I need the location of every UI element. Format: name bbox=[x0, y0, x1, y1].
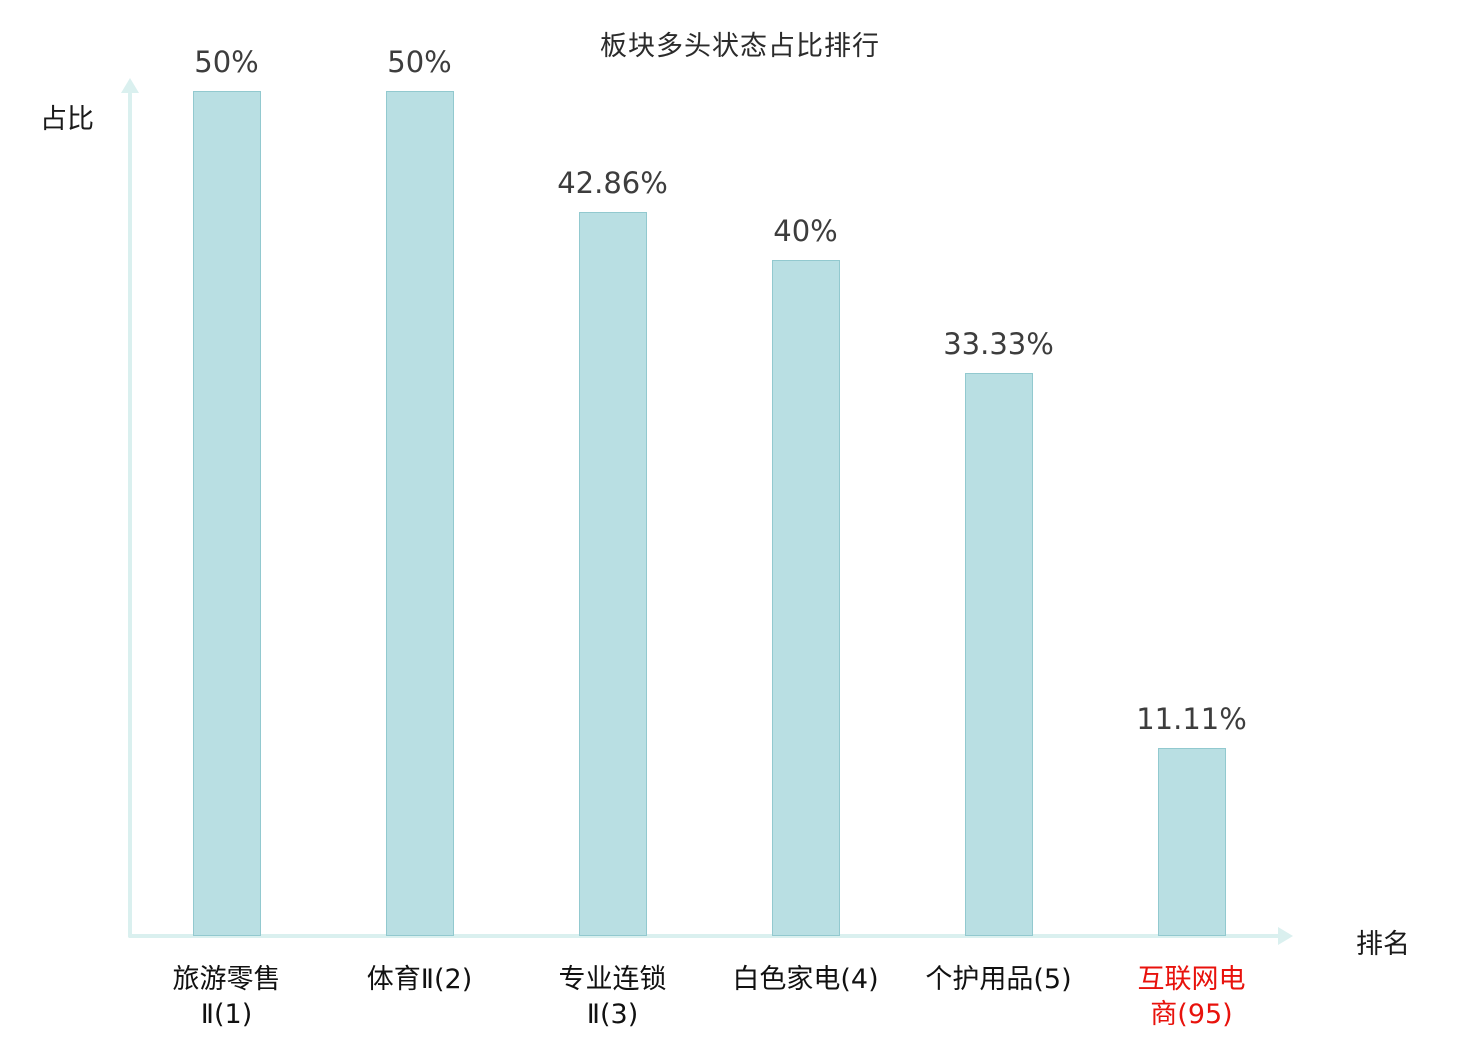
y-axis-line bbox=[128, 92, 132, 938]
bar bbox=[964, 373, 1033, 936]
bar bbox=[1157, 748, 1226, 936]
y-axis-arrow-icon bbox=[121, 78, 139, 93]
bar-value-label: 11.11% bbox=[1136, 702, 1247, 736]
bar-category-label: 体育Ⅱ(2) bbox=[366, 964, 473, 995]
bar-category-label: 互联网电 商(95) bbox=[1137, 964, 1246, 1030]
bar bbox=[192, 91, 261, 936]
bar-category-label: 旅游零售 Ⅱ(1) bbox=[172, 964, 281, 1030]
x-axis-line bbox=[128, 934, 1280, 938]
bar-category-label: 专业连锁 Ⅱ(3) bbox=[558, 964, 667, 1030]
x-axis-label: 排名 bbox=[1356, 929, 1410, 960]
bar-value-label: 33.33% bbox=[943, 327, 1054, 361]
y-axis-label: 占比 bbox=[40, 104, 94, 135]
bar-category-label: 白色家电(4) bbox=[732, 964, 879, 995]
bar-value-label: 42.86% bbox=[557, 166, 668, 200]
bar bbox=[771, 260, 840, 936]
bar-value-label: 50% bbox=[387, 45, 452, 79]
bar-category-label: 个护用品(5) bbox=[925, 964, 1072, 995]
bar bbox=[385, 91, 454, 936]
bar-value-label: 40% bbox=[773, 214, 838, 248]
x-axis-arrow-icon bbox=[1278, 927, 1293, 945]
chart-title: 板块多头状态占比排行 bbox=[600, 31, 880, 62]
bar-value-label: 50% bbox=[194, 45, 259, 79]
bar bbox=[578, 212, 647, 936]
